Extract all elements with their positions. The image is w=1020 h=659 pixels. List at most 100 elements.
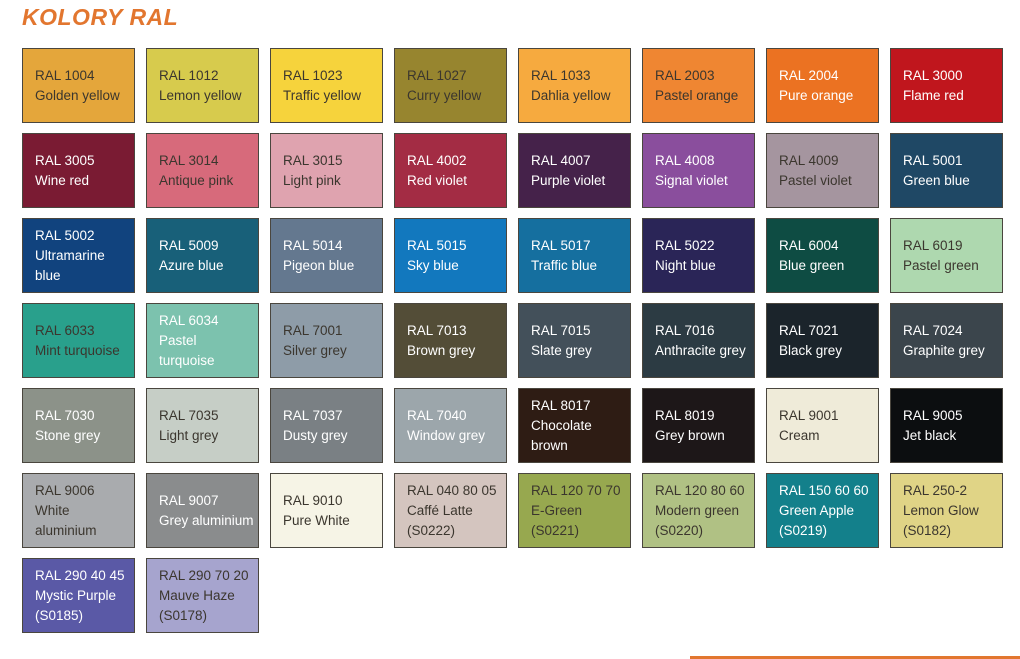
swatch-ral-5001[interactable]: RAL 5001 Green blue [890,133,1003,208]
swatch-code: RAL 9001 [779,407,839,423]
swatch-name: Traffic yellow [283,87,362,103]
swatch-ral-8019[interactable]: RAL 8019 Grey brown [642,388,755,463]
swatch-ral-7013[interactable]: RAL 7013 Brown grey [394,303,507,378]
swatch-ral-290-70-20[interactable]: RAL 290 70 20 Mauve Haze (S0178) [146,558,259,633]
swatch-ral-8017[interactable]: RAL 8017 Chocolate brown [518,388,631,463]
swatch-ral-4008[interactable]: RAL 4008 Signal violet [642,133,755,208]
swatch-ral-9001[interactable]: RAL 9001 Cream [766,388,879,463]
swatch-ral-3005[interactable]: RAL 3005 Wine red [22,133,135,208]
swatch-ral-7001[interactable]: RAL 7001 Silver grey [270,303,383,378]
swatch-ral-7016[interactable]: RAL 7016 Anthracite grey [642,303,755,378]
swatch-name: Dusty grey [283,427,348,443]
swatch-ral-5022[interactable]: RAL 5022 Night blue [642,218,755,293]
swatch-code: RAL 120 70 70 [531,482,621,498]
swatch-code: RAL 6034 [159,312,219,328]
swatch-code: RAL 7021 [779,322,839,338]
swatch-ral-1027[interactable]: RAL 1027 Curry yellow [394,48,507,123]
swatch-ral-250-2[interactable]: RAL 250-2 Lemon Glow (S0182) [890,473,1003,548]
swatch-ral-1023[interactable]: RAL 1023 Traffic yellow [270,48,383,123]
swatch-name: Traffic blue [531,257,598,273]
swatch-ral-5014[interactable]: RAL 5014 Pigeon blue [270,218,383,293]
swatch-ral-120-70-70[interactable]: RAL 120 70 70 E-Green (S0221) [518,473,631,548]
swatch-code: RAL 2004 [779,67,839,83]
swatch-name: Slate grey [531,342,592,358]
swatch-code: RAL 5002 [35,227,95,243]
swatch-code: RAL 1012 [159,67,219,83]
swatch-code: RAL 5017 [531,237,591,253]
swatch-name: Anthracite grey [655,342,746,358]
swatch-code: RAL 4008 [655,152,715,168]
swatch-ral-5017[interactable]: RAL 5017 Traffic blue [518,218,631,293]
swatch-code: RAL 6033 [35,322,95,338]
swatch-name: Graphite grey [903,342,985,358]
swatch-code: RAL 2003 [655,67,715,83]
swatch-ral-9006[interactable]: RAL 9006 White aluminium [22,473,135,548]
swatch-ral-3014[interactable]: RAL 3014 Antique pink [146,133,259,208]
swatch-ral-9007[interactable]: RAL 9007 Grey aluminium [146,473,259,548]
swatch-code: RAL 5022 [655,237,715,253]
swatch-name: Curry yellow [407,87,482,103]
swatch-name: Purple violet [531,172,606,188]
swatch-ral-1004[interactable]: RAL 1004 Golden yellow [22,48,135,123]
swatch-ral-7024[interactable]: RAL 7024 Graphite grey [890,303,1003,378]
swatch-name: Night blue [655,257,716,273]
swatch-code: RAL 7001 [283,322,343,338]
swatch-ral-3015[interactable]: RAL 3015 Light pink [270,133,383,208]
swatch-code: RAL 5009 [159,237,219,253]
swatch-code: RAL 3005 [35,152,95,168]
swatch-code: RAL 9006 [35,482,95,498]
swatch-ral-040-80-05[interactable]: RAL 040 80 05 Caffé Latte (S0222) [394,473,507,548]
swatch-ral-9005[interactable]: RAL 9005 Jet black [890,388,1003,463]
swatch-ral-6019[interactable]: RAL 6019 Pastel green [890,218,1003,293]
swatch-code: RAL 5014 [283,237,343,253]
swatch-code: RAL 9005 [903,407,963,423]
swatch-ral-9010[interactable]: RAL 9010 Pure White [270,473,383,548]
swatch-ral-290-40-45[interactable]: RAL 290 40 45 Mystic Purple (S0185) [22,558,135,633]
swatch-ral-1033[interactable]: RAL 1033 Dahlia yellow [518,48,631,123]
swatch-code: RAL 3014 [159,152,219,168]
swatch-name: Chocolate brown [531,417,592,453]
swatch-ral-7015[interactable]: RAL 7015 Slate grey [518,303,631,378]
swatch-code: RAL 8017 [531,397,591,413]
swatch-name: E-Green [531,502,583,518]
swatch-ral-7037[interactable]: RAL 7037 Dusty grey [270,388,383,463]
swatch-ral-7035[interactable]: RAL 7035 Light grey [146,388,259,463]
swatch-code: RAL 7030 [35,407,95,423]
swatch-name: Dahlia yellow [531,87,611,103]
swatch-ral-5015[interactable]: RAL 5015 Sky blue [394,218,507,293]
swatch-ral-6033[interactable]: RAL 6033 Mint turquoise [22,303,135,378]
swatch-code: RAL 290 70 20 [159,567,249,583]
swatch-ral-150-60-60[interactable]: RAL 150 60 60 Green Apple (S0219) [766,473,879,548]
swatch-ral-7040[interactable]: RAL 7040 Window grey [394,388,507,463]
bottom-accent-line [690,656,1020,659]
swatch-ral-4009[interactable]: RAL 4009 Pastel violet [766,133,879,208]
swatch-name: Modern green [655,502,740,518]
swatch-ral-2003[interactable]: RAL 2003 Pastel orange [642,48,755,123]
swatch-name: Azure blue [159,257,224,273]
swatch-ral-5002[interactable]: RAL 5002 Ultramarine blue [22,218,135,293]
swatch-ral-7030[interactable]: RAL 7030 Stone grey [22,388,135,463]
swatch-name: Sky blue [407,257,459,273]
swatch-ral-1012[interactable]: RAL 1012 Lemon yellow [146,48,259,123]
swatch-ral-2004[interactable]: RAL 2004 Pure orange [766,48,879,123]
swatch-ral-6004[interactable]: RAL 6004 Blue green [766,218,879,293]
swatch-name: Golden yellow [35,87,120,103]
swatch-name: Caffé Latte [407,502,473,518]
swatch-code: RAL 3000 [903,67,963,83]
swatch-subcode: (S0182) [903,522,952,538]
swatch-ral-6034[interactable]: RAL 6034 Pastel turquoise [146,303,259,378]
swatch-ral-7021[interactable]: RAL 7021 Black grey [766,303,879,378]
swatch-name: Mauve Haze [159,587,235,603]
swatch-ral-4007[interactable]: RAL 4007 Purple violet [518,133,631,208]
swatch-subcode: (S0185) [35,607,84,623]
swatch-ral-120-80-60[interactable]: RAL 120 80 60 Modern green (S0220) [642,473,755,548]
swatch-ral-5009[interactable]: RAL 5009 Azure blue [146,218,259,293]
swatch-code: RAL 5001 [903,152,963,168]
swatch-ral-3000[interactable]: RAL 3000 Flame red [890,48,1003,123]
swatch-name: Lemon yellow [159,87,242,103]
swatch-code: RAL 1027 [407,67,467,83]
swatch-code: RAL 7024 [903,322,963,338]
swatch-code: RAL 5015 [407,237,467,253]
swatch-code: RAL 4007 [531,152,591,168]
swatch-ral-4002[interactable]: RAL 4002 Red violet [394,133,507,208]
